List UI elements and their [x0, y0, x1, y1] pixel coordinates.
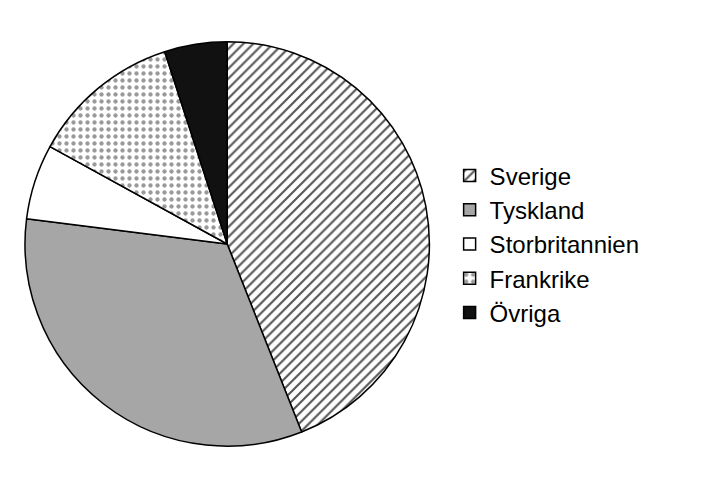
svg-text:Övriga: Övriga: [490, 300, 561, 327]
svg-text:Sverige: Sverige: [490, 163, 571, 190]
svg-text:Storbritannien: Storbritannien: [490, 231, 639, 258]
svg-text:Tyskland: Tyskland: [490, 197, 585, 224]
svg-text:Frankrike: Frankrike: [490, 266, 590, 293]
